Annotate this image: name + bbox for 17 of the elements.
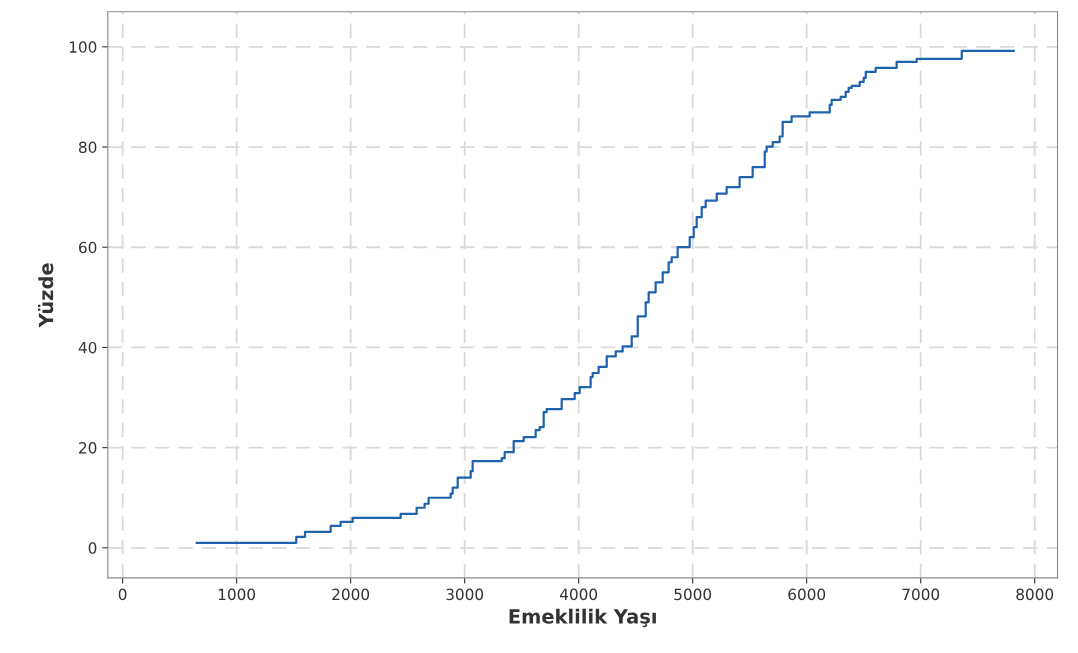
y-tick-label: 80 (78, 141, 97, 154)
x-axis-title: Emeklilik Yaşı (509, 608, 656, 628)
x-tick-label: 6000 (788, 588, 826, 601)
x-tick-label: 8000 (1016, 588, 1054, 601)
x-tick-label: 4000 (559, 588, 598, 601)
y-tick-label: 100 (69, 41, 97, 53)
x-tick-label: 7000 (902, 588, 940, 601)
y-tick-label: 60 (79, 241, 97, 254)
x-tick-label: 0 (118, 588, 127, 601)
x-tick-label: 2000 (332, 588, 370, 601)
y-tick-label: 40 (78, 341, 97, 354)
y-axis-title: Yüzde (38, 263, 54, 328)
y-tick-label: 20 (79, 442, 97, 454)
x-tick-label: 1000 (218, 588, 256, 601)
y-tick-label: 0 (88, 542, 97, 554)
x-tick-label: 5000 (674, 588, 712, 601)
x-tick-label: 3000 (446, 588, 484, 601)
